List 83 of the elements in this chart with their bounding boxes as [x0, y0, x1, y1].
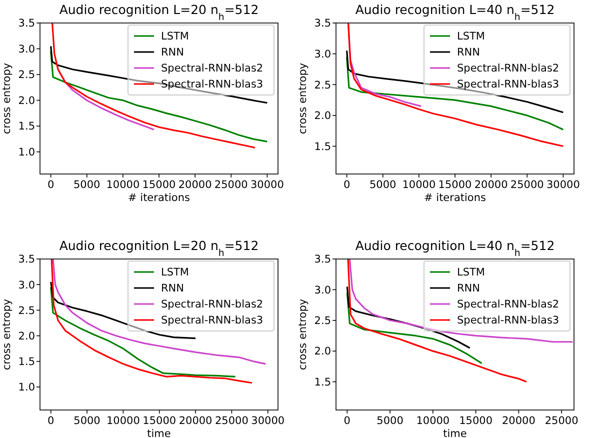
legend-label: Spectral-RNN-blas3	[457, 78, 560, 91]
legend-label: LSTM	[457, 266, 485, 279]
legend-label: RNN	[457, 46, 480, 59]
y-axis-title: cross entropy	[1, 298, 13, 370]
legend-label: LSTM	[457, 30, 485, 43]
x-tick-label: 25000	[214, 179, 248, 191]
y-tick-label: 1.0	[18, 382, 35, 394]
x-tick-label: 0	[344, 415, 350, 427]
legend-label: Spectral-RNN-blas2	[457, 298, 560, 311]
line-series	[347, 23, 564, 148]
legend-label: Spectral-RNN-blas3	[161, 78, 264, 91]
x-axis-title: # iterations	[424, 192, 486, 204]
x-tick-label: 20000	[474, 179, 508, 191]
line-series	[346, 56, 564, 130]
x-tick-label: 30000	[546, 179, 580, 191]
y-tick-label: 3.5	[18, 18, 35, 30]
x-tick-label: 0	[343, 179, 350, 191]
x-tick-label: 10000	[402, 179, 436, 191]
x-tick-label: 30000	[250, 179, 284, 191]
y-tick-label: 2.0	[314, 346, 331, 358]
x-tick-label: 15000	[142, 415, 176, 427]
legend-label: Spectral-RNN-blas3	[457, 314, 560, 327]
y-tick-label: 2.0	[18, 94, 35, 107]
y-axis-title: cross entropy	[297, 62, 309, 134]
chart-title: Audio recognition L=40 n$_{h}$=512	[355, 238, 555, 258]
legend-label: RNN	[161, 282, 184, 295]
x-tick-label: 25000	[215, 415, 248, 427]
x-tick-label: 25000	[510, 179, 544, 191]
x-tick-label: 15000	[459, 415, 492, 427]
chart-title: Audio recognition L=40 n$_{h}$=512	[355, 2, 555, 22]
y-tick-label: 2.0	[314, 110, 331, 122]
x-tick-label: 20000	[178, 179, 212, 191]
y-tick-label: 3.5	[314, 254, 331, 266]
y-tick-label: 3.5	[314, 18, 331, 30]
y-tick-label: 3.0	[18, 43, 35, 56]
x-tick-label: 10000	[106, 179, 140, 191]
x-tick-label: 5000	[376, 415, 404, 427]
y-tick-label: 1.5	[314, 140, 331, 153]
x-axis-title: time	[147, 428, 171, 438]
x-tick-label: 15000	[142, 179, 176, 191]
y-tick-label: 1.5	[18, 356, 35, 368]
y-axis-title: cross entropy	[1, 62, 13, 134]
x-tick-label: 5000	[74, 415, 100, 427]
x-tick-label: 30000	[251, 415, 285, 427]
y-tick-label: 2.0	[18, 330, 35, 342]
x-tick-label: 5000	[370, 179, 396, 191]
legend-label: Spectral-RNN-blas3	[161, 314, 264, 327]
y-tick-label: 1.5	[314, 376, 331, 388]
y-tick-label: 2.5	[18, 304, 35, 317]
y-tick-label: 3.5	[18, 254, 35, 266]
y-tick-label: 1.0	[18, 146, 35, 159]
chart-title: Audio recognition L=20 n$_{h}$=512	[59, 2, 259, 22]
line-series	[348, 259, 574, 343]
y-tick-label: 3.0	[314, 48, 331, 60]
y-tick-label: 3.0	[314, 284, 331, 296]
x-tick-label: 10000	[416, 415, 450, 427]
x-axis-title: # iterations	[128, 192, 190, 204]
chart-title: Audio recognition L=20 n$_{h}$=512	[59, 238, 259, 258]
x-tick-label: 20000	[178, 415, 212, 427]
line-series	[52, 259, 266, 365]
x-tick-label: 10000	[106, 415, 140, 427]
y-tick-label: 2.5	[314, 79, 331, 92]
x-axis-title: time	[443, 428, 467, 438]
x-tick-label: 5000	[74, 179, 100, 191]
legend-label: Spectral-RNN-blas2	[161, 298, 264, 311]
y-tick-label: 1.5	[18, 120, 35, 133]
x-tick-label: 20000	[502, 415, 536, 427]
legend-label: Spectral-RNN-blas2	[161, 62, 264, 75]
legend-label: LSTM	[161, 30, 189, 43]
legend-label: RNN	[161, 46, 184, 59]
legend-label: Spectral-RNN-blas2	[457, 62, 560, 75]
x-tick-label: 0	[47, 179, 54, 191]
line-series	[346, 50, 564, 114]
x-tick-label: 0	[48, 415, 54, 427]
y-tick-label: 2.5	[18, 69, 35, 82]
legend-label: RNN	[457, 282, 480, 295]
y-tick-label: 3.0	[18, 279, 35, 292]
line-series	[50, 45, 268, 104]
x-tick-label: 15000	[438, 179, 472, 191]
legend-label: LSTM	[161, 266, 189, 279]
y-tick-label: 2.5	[314, 315, 331, 328]
x-tick-label: 25000	[544, 415, 578, 427]
y-axis-title: cross entropy	[297, 298, 309, 370]
